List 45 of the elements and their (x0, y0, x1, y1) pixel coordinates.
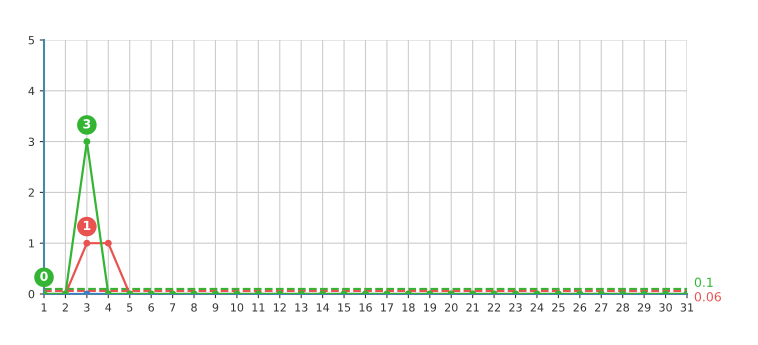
x-tick-label: 16 (360, 303, 372, 312)
x-tick-label: 7 (170, 303, 176, 312)
x-tick-label: 25 (552, 303, 564, 312)
point (83, 240, 90, 247)
y-tick-label: 1 (29, 239, 34, 248)
x-tick-label: 15 (338, 303, 350, 312)
annotation: 1 (84, 220, 90, 230)
y-tick-label: 5 (28, 36, 34, 44)
x-tick-label: 23 (509, 303, 522, 312)
x-tick-label: 11 (252, 303, 264, 312)
x-tick-label: 22 (488, 303, 500, 312)
ref-line-label: 0.1 (694, 278, 713, 287)
x-tick-label: 2 (62, 303, 68, 312)
y-tick-label: 0 (28, 290, 34, 298)
x-tick-label: 30 (659, 303, 672, 312)
x-tick-label: 6 (148, 303, 154, 312)
x-tick-label: 31 (680, 303, 694, 312)
x-tick-label: 8 (191, 303, 197, 312)
x-tick-label: 14 (316, 303, 330, 312)
x-tick-label: 29 (638, 303, 650, 312)
x-tick-label: 10 (231, 303, 244, 312)
x-tick-label: 20 (444, 303, 458, 312)
x-tick-label: 4 (105, 303, 112, 312)
y-tick-label: 3 (28, 138, 34, 146)
x-tick-label: 17 (381, 303, 394, 312)
annotation: 0 (40, 272, 48, 281)
x-tick-label: 21 (466, 303, 479, 312)
x-tick-label: 9 (212, 303, 218, 312)
x-tick-label: 5 (127, 303, 132, 312)
annotation: 3 (83, 119, 90, 129)
x-tick-label: 27 (595, 303, 608, 312)
x-tick-label: 3 (84, 303, 90, 312)
x-tick-label: 13 (295, 303, 308, 312)
x-tick-label: 18 (402, 303, 415, 312)
x-tick-label: 24 (530, 303, 544, 312)
x-tick-label: 26 (574, 303, 586, 312)
ref-line-label: 0.06 (694, 292, 721, 302)
y-tick-label: 2 (28, 188, 34, 197)
x-tick-label: 12 (274, 303, 286, 312)
x-tick-label: 19 (424, 303, 436, 312)
x-tick-label: 28 (616, 303, 630, 312)
y-tick-label: 4 (28, 86, 34, 96)
point (104, 240, 112, 247)
x-tick-label: 1 (42, 303, 47, 312)
point (83, 138, 90, 146)
